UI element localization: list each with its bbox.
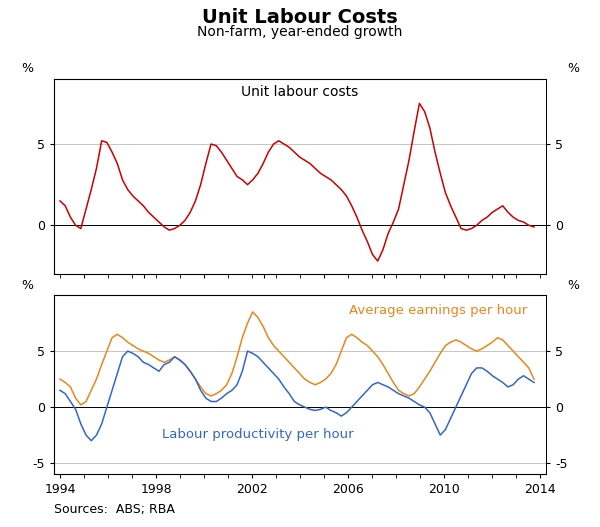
Text: %: %	[567, 279, 579, 291]
Text: Non-farm, year-ended growth: Non-farm, year-ended growth	[197, 25, 403, 40]
Text: Average earnings per hour: Average earnings per hour	[349, 304, 527, 317]
Text: %: %	[21, 62, 33, 75]
Text: Labour productivity per hour: Labour productivity per hour	[162, 428, 354, 441]
Text: Unit labour costs: Unit labour costs	[241, 85, 359, 99]
Text: Unit Labour Costs: Unit Labour Costs	[202, 8, 398, 27]
Text: %: %	[21, 279, 33, 291]
Text: Sources:  ABS; RBA: Sources: ABS; RBA	[54, 503, 175, 516]
Text: %: %	[567, 62, 579, 75]
